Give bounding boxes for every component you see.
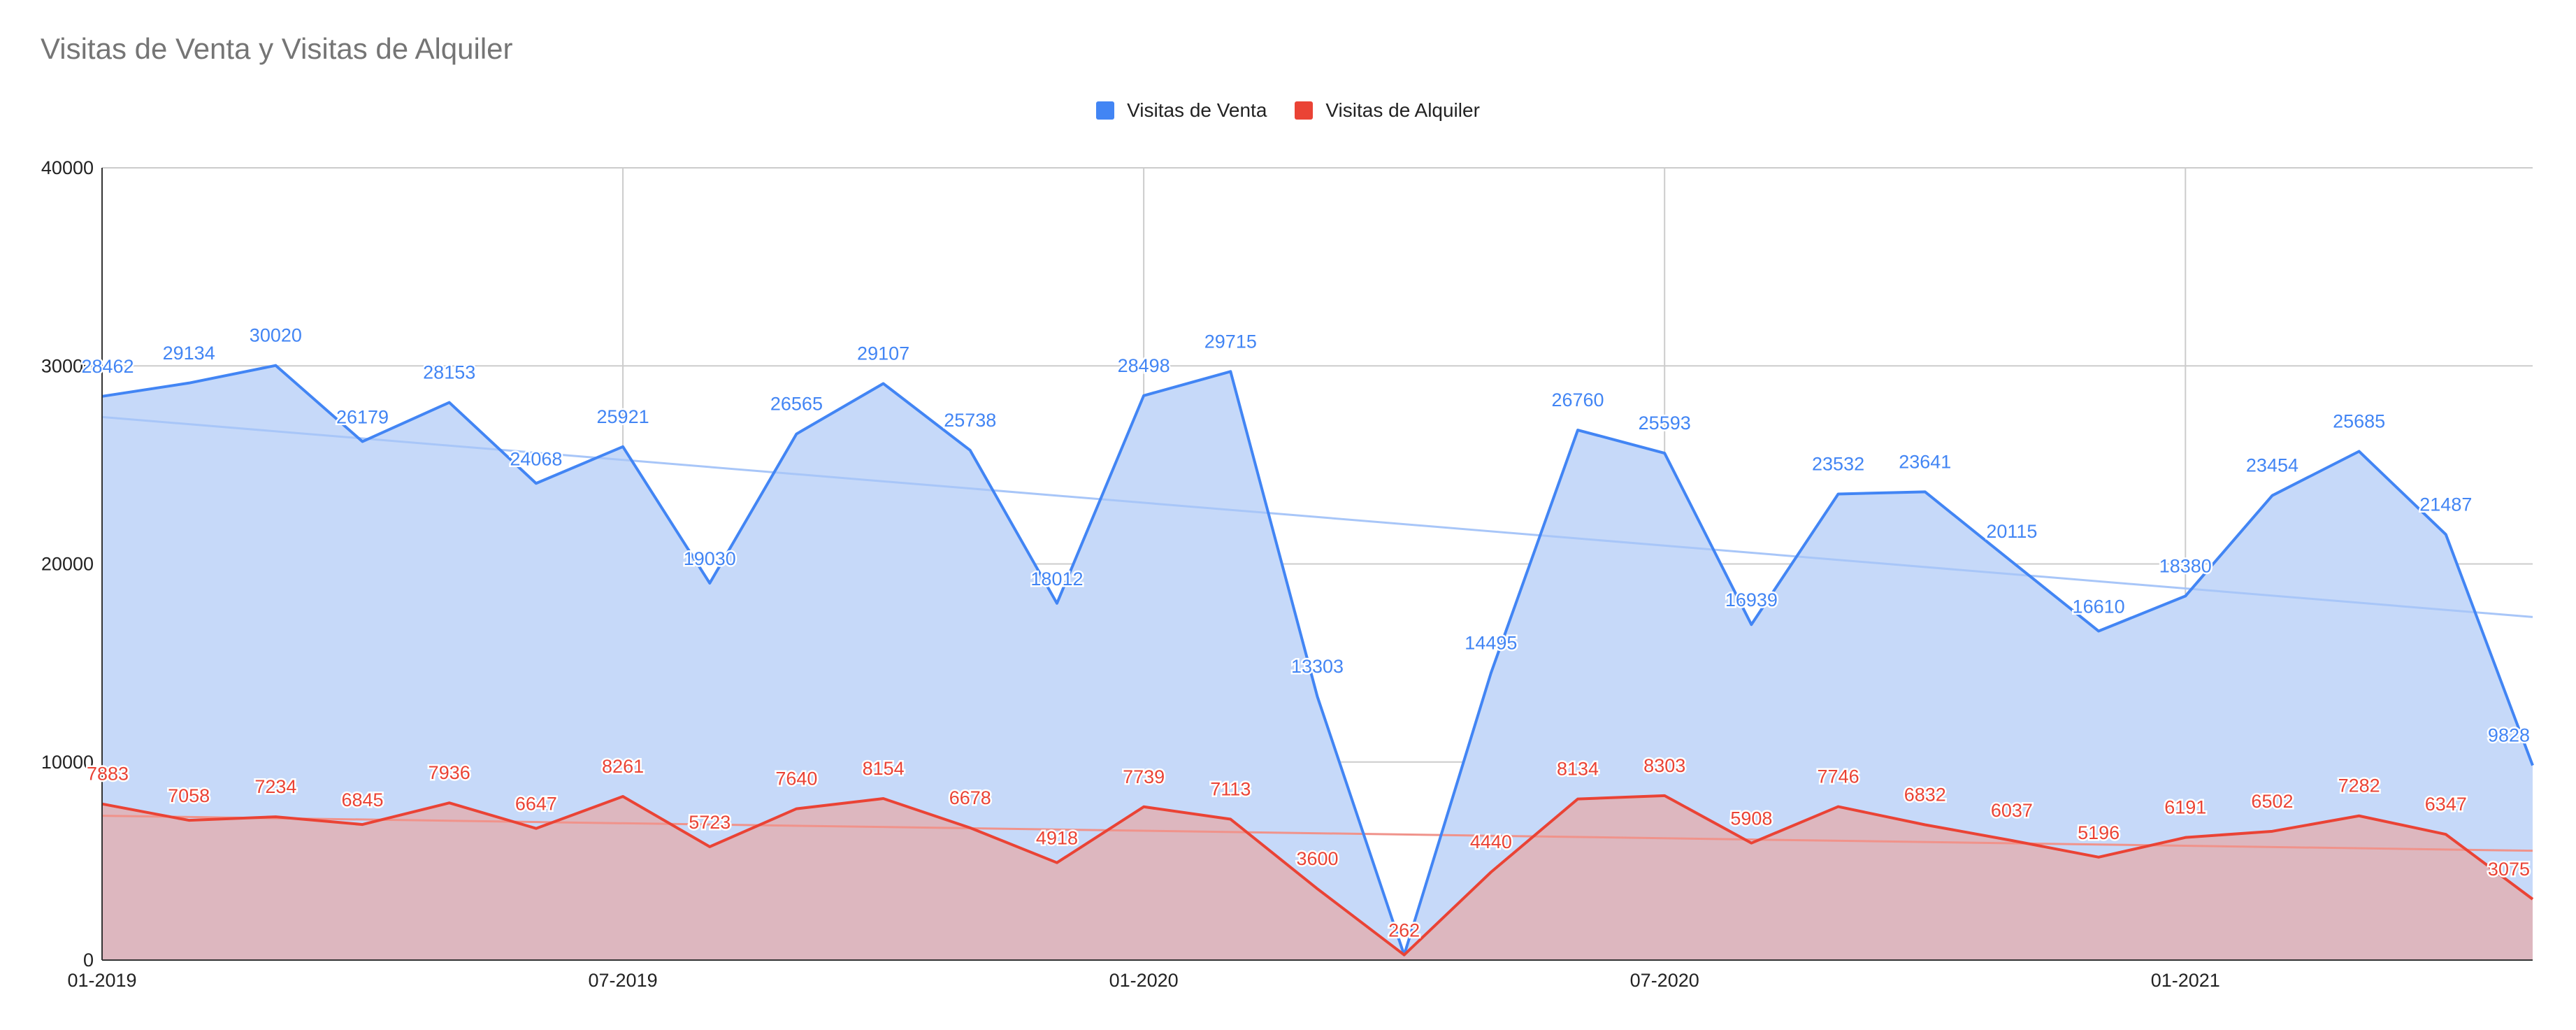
trendlines <box>101 415 2533 852</box>
data-label-s1-14: 3600 <box>1296 848 1338 869</box>
data-label-s1-24: 6191 <box>2164 797 2206 818</box>
y-tick-label-4: 40000 <box>41 157 94 178</box>
data-label-s0-25: 23454 <box>2246 455 2298 476</box>
area-0 <box>102 365 2533 960</box>
data-label-s0-0: 28462 <box>81 356 134 377</box>
series-line-1 <box>101 794 2534 957</box>
series-lines <box>101 364 2534 957</box>
data-label-s1-1: 7058 <box>168 785 210 806</box>
axes: 0 10000 20000 30000 40000 01-2019 07-2019 01-20… <box>41 157 2533 991</box>
data-label-s1-10: 6678 <box>949 787 991 808</box>
y-tick-label-3: 30000 <box>41 355 94 376</box>
data-label-s1-21: 6832 <box>1904 784 1946 805</box>
x-tick-label-2: 01-2020 <box>1109 970 1179 991</box>
y-tick-label-2: 20000 <box>41 554 94 575</box>
legend: Visitas de Venta Visitas de Alquiler <box>0 99 2576 122</box>
data-label-s0-1: 29134 <box>163 343 215 364</box>
data-label-s0-2: 30020 <box>250 325 302 346</box>
x-tick-label-4: 01-2021 <box>2151 970 2220 991</box>
data-label-s0-24: 18380 <box>2159 555 2212 576</box>
data-label-s0-6: 25921 <box>597 406 649 427</box>
data-label-s0-13: 29715 <box>1204 331 1257 352</box>
legend-label-alquiler: Visitas de Alquiler <box>1325 99 1480 121</box>
data-label-s1-7: 5723 <box>689 812 731 833</box>
data-label-s0-8: 26565 <box>770 394 823 415</box>
data-label-s0-20: 23532 <box>1812 453 1864 474</box>
legend-item-venta[interactable]: Visitas de Venta <box>1096 99 1267 122</box>
data-label-s0-14: 13303 <box>1291 656 1344 677</box>
data-label-s0-28: 9828 <box>2488 725 2530 746</box>
data-label-s1-9: 8154 <box>863 758 905 779</box>
data-label-s1-26: 7282 <box>2338 775 2380 796</box>
data-label-s0-16: 14495 <box>1465 632 1517 653</box>
data-label-s0-22: 20115 <box>1986 521 2037 542</box>
data-label-s0-21: 23641 <box>1899 451 1951 472</box>
trendline-1 <box>101 815 2533 852</box>
legend-item-alquiler[interactable]: Visitas de Alquiler <box>1295 99 1480 122</box>
data-label-s1-6: 8261 <box>602 756 644 777</box>
data-label-s0-18: 25593 <box>1639 413 1691 434</box>
data-label-s1-19: 5908 <box>1730 808 1772 829</box>
data-label-s1-0: 7883 <box>87 764 129 785</box>
y-tick-label-0: 0 <box>83 950 94 971</box>
data-label-s0-23: 16610 <box>2073 596 2125 617</box>
data-label-s1-22: 6037 <box>1991 800 2033 821</box>
data-label-s1-3: 6845 <box>341 789 383 810</box>
data-label-s1-28: 3075 <box>2488 859 2530 880</box>
data-label-s1-12: 7739 <box>1123 766 1165 787</box>
data-label-s1-17: 8134 <box>1557 759 1599 780</box>
data-label-s0-12: 28498 <box>1118 355 1170 376</box>
x-tick-label-0: 01-2019 <box>67 970 136 991</box>
trendline-0 <box>101 415 2533 618</box>
series-areas <box>102 365 2533 960</box>
x-tick-label-3: 07-2020 <box>1630 970 1699 991</box>
data-label-s1-15: 262 <box>1388 920 1420 941</box>
legend-swatch-alquiler <box>1295 101 1314 120</box>
chart-title: Visitas de Venta y Visitas de Alquiler <box>41 32 513 65</box>
data-label-s1-18: 8303 <box>1643 755 1685 776</box>
data-label-s1-16: 4440 <box>1470 831 1512 852</box>
data-label-s0-19: 16939 <box>1725 589 1778 610</box>
y-tick-label-1: 10000 <box>41 752 94 773</box>
data-label-s0-11: 18012 <box>1030 568 1083 589</box>
legend-swatch-venta <box>1096 101 1115 120</box>
data-label-s0-27: 21487 <box>2419 494 2472 515</box>
area-1 <box>102 795 2533 960</box>
data-label-s1-25: 6502 <box>2251 791 2293 812</box>
data-label-s1-20: 7746 <box>1818 766 1859 787</box>
x-tick-label-1: 07-2019 <box>589 970 658 991</box>
data-label-s0-26: 25685 <box>2333 410 2385 431</box>
series-line-0 <box>101 364 2534 957</box>
data-labels: 28462 29134 30020 26179 28153 24068 25921 19030… <box>80 323 2532 943</box>
data-label-s1-5: 6647 <box>515 794 557 815</box>
data-label-s1-23: 5196 <box>2078 822 2120 843</box>
data-label-s0-17: 26760 <box>1551 389 1604 410</box>
data-label-s1-2: 7234 <box>254 776 296 797</box>
data-label-s0-4: 28153 <box>423 362 475 383</box>
data-label-s1-8: 7640 <box>775 768 817 789</box>
data-label-s1-27: 6347 <box>2425 794 2467 815</box>
data-label-s1-4: 7936 <box>429 762 470 783</box>
data-label-s0-9: 29107 <box>857 343 909 364</box>
data-label-s1-13: 7113 <box>1210 779 1251 800</box>
data-label-s0-5: 24068 <box>510 448 562 469</box>
data-label-s0-7: 19030 <box>684 548 736 569</box>
legend-label-venta: Visitas de Venta <box>1127 99 1267 121</box>
data-label-s0-3: 26179 <box>336 406 389 427</box>
data-label-s0-10: 25738 <box>944 410 996 431</box>
data-label-s1-11: 4918 <box>1036 828 1078 849</box>
